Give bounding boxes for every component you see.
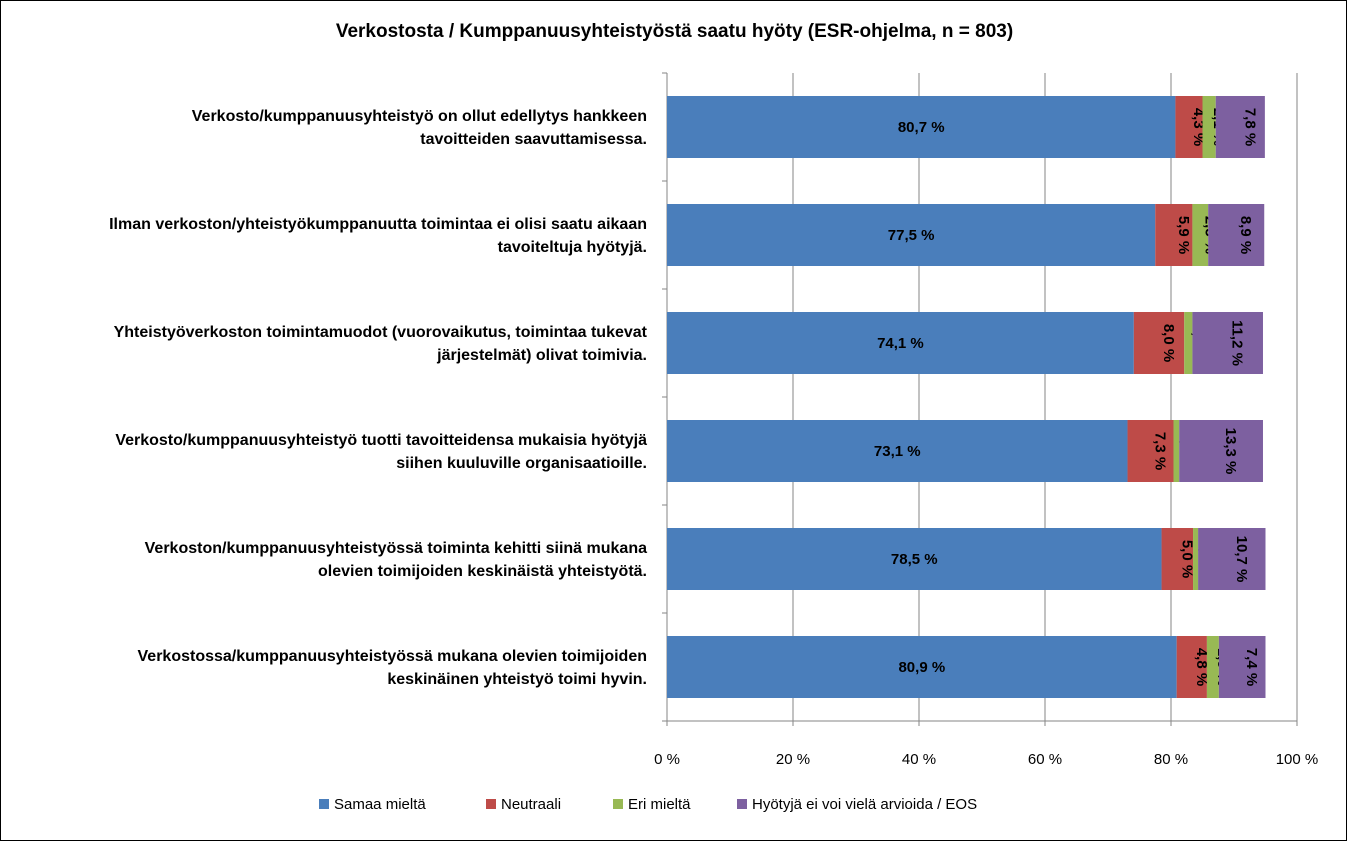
bar-segment [667, 96, 1176, 158]
data-label: 8,9 % [1237, 216, 1254, 254]
data-label: 5,9 % [1175, 216, 1192, 254]
bar-segment [1133, 312, 1185, 374]
bar-segment [1218, 636, 1266, 698]
data-label: 80,7 % [898, 119, 945, 136]
legend-swatch [319, 799, 329, 809]
category-label: keskinäinen yhteistyö toimi hyvin. [387, 671, 647, 688]
legend-entry: Eri mieltä [628, 796, 691, 813]
data-label: 78,5 % [891, 551, 938, 568]
data-label: 10,7 % [1233, 536, 1250, 583]
category-label: tavoiteltuja hyötyjä. [498, 239, 647, 256]
legend-swatch [486, 799, 496, 809]
data-label: 74,1 % [877, 335, 924, 352]
bar-segment [667, 528, 1162, 590]
legend-entry: Samaa mieltä [334, 796, 426, 813]
data-label: 7,4 % [1243, 648, 1260, 686]
category-label: siihen kuuluville organisaatioille. [396, 455, 647, 472]
bar-segment [1173, 420, 1180, 482]
bar-segment [1161, 528, 1194, 590]
legend-entry: Neutraali [501, 796, 561, 813]
bar-segment [1192, 204, 1209, 266]
bar-segment [1193, 528, 1199, 590]
category-label: olevien toimijoiden keskinäistä yhteisty… [318, 563, 647, 580]
bar-segment [667, 636, 1177, 698]
category-label: Verkosto/kumppanuusyhteistyö tuotti tavo… [115, 432, 647, 449]
data-label: 80,9 % [898, 659, 945, 676]
chart-title: Verkostosta / Kumppanuusyhteistyöstä saa… [335, 21, 1014, 42]
data-label: 77,5 % [888, 227, 935, 244]
bar-segment [1175, 96, 1203, 158]
category-label: Verkostossa/kumppanuusyhteistyössä mukan… [138, 648, 648, 665]
bar-segment [667, 420, 1128, 482]
bar-segment [1215, 96, 1265, 158]
x-tick-label: 0 % [654, 751, 680, 768]
bar-segment [1184, 312, 1193, 374]
data-label: 8,0 % [1160, 324, 1177, 362]
bar-segment [1127, 420, 1174, 482]
bar-segment [667, 204, 1156, 266]
category-label: tavoitteiden saavuttamisessa. [420, 131, 647, 148]
x-tick-label: 20 % [776, 751, 810, 768]
data-label: 5,0 % [1178, 540, 1195, 578]
bar-segment [1155, 204, 1193, 266]
bar-segment [1208, 204, 1265, 266]
x-tick-label: 40 % [902, 751, 936, 768]
category-label: Yhteistyöverkoston toimintamuodot (vuoro… [114, 324, 648, 341]
legend-swatch [737, 799, 747, 809]
category-label: Verkoston/kumppanuusyhteistyössä toimint… [145, 540, 647, 557]
legend-swatch [613, 799, 623, 809]
data-label: 7,3 % [1152, 432, 1169, 470]
bar-segment [1198, 528, 1266, 590]
bar-segment [1176, 636, 1207, 698]
data-label: 73,1 % [874, 443, 921, 460]
category-label: Ilman verkoston/yhteistyökumppanuutta to… [109, 216, 647, 233]
category-label: Verkosto/kumppanuusyhteistyö on ollut ed… [192, 108, 647, 125]
bar-segment [1202, 96, 1216, 158]
category-label: järjestelmät) olivat toimivia. [436, 347, 647, 364]
data-label: 7,8 % [1241, 108, 1258, 146]
bar-segment [1206, 636, 1219, 698]
bar-segment [667, 312, 1134, 374]
x-tick-label: 100 % [1276, 751, 1319, 768]
data-label: 11,2 % [1229, 320, 1246, 366]
x-tick-label: 60 % [1028, 751, 1062, 768]
bar-segment [1192, 312, 1263, 374]
x-tick-label: 80 % [1154, 751, 1188, 768]
legend-entry: Hyötyjä ei voi vielä arvioida / EOS [752, 796, 977, 813]
data-label: 13,3 % [1222, 428, 1239, 475]
data-label: 4,8 % [1193, 648, 1210, 686]
bar-segment [1179, 420, 1263, 482]
